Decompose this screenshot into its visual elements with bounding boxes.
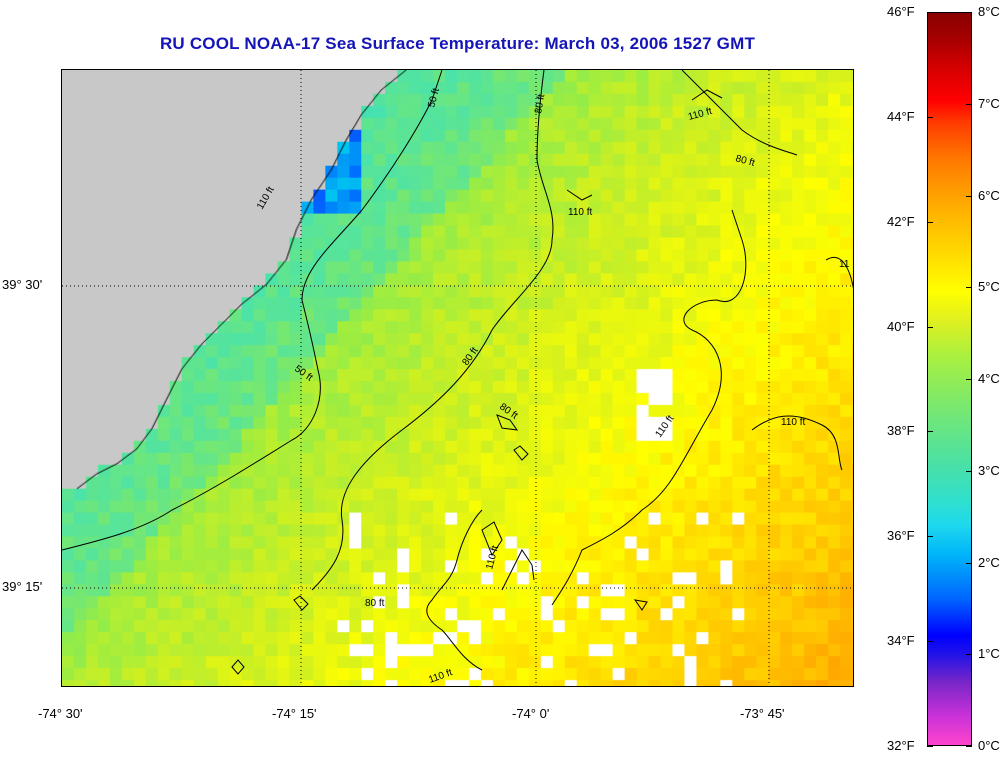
colorbar-label-celsius: 8°C xyxy=(978,4,1000,19)
colorbar-tick xyxy=(927,431,933,433)
colorbar-label-celsius: 4°C xyxy=(978,371,1000,386)
contour-label: 80 ft xyxy=(533,93,547,114)
contour-bump-1 xyxy=(566,189,593,201)
colorbar-tick xyxy=(966,12,972,13)
map-overlay: 50 ft 80 ft 110 ft 110 ft 80 ft 110 ft 1… xyxy=(62,70,853,686)
contour-label: 50 ft xyxy=(292,363,314,383)
contour-label: 110 ft xyxy=(653,413,676,439)
contour-label: 80 ft xyxy=(460,345,480,367)
colorbar-label-fahrenheit: 40°F xyxy=(887,318,915,334)
colorbar-tick xyxy=(966,654,972,656)
contour-label: 110 ft xyxy=(781,417,805,428)
contour-label: 110 ft xyxy=(255,185,277,212)
lat-label: 39° 15' xyxy=(2,579,43,594)
contour-110ft-b xyxy=(551,209,747,606)
colorbar-tick xyxy=(927,12,933,13)
colorbar-label-fahrenheit: 46°F xyxy=(887,4,915,19)
colorbar-label-fahrenheit: 42°F xyxy=(887,213,915,229)
contour-label: 50 ft xyxy=(426,87,442,109)
colorbar-tick xyxy=(927,116,933,118)
contour-80ft-f xyxy=(501,549,535,591)
contour-labels: 50 ft 80 ft 110 ft 110 ft 80 ft 110 ft 1… xyxy=(255,87,850,686)
lon-label: -74° 15' xyxy=(272,706,317,721)
contour-110ft-e xyxy=(825,257,853,290)
lon-label: -74° 0' xyxy=(512,706,550,721)
contour-bump-5 xyxy=(633,599,648,611)
bathymetry-contours xyxy=(62,70,853,675)
colorbar-tick xyxy=(966,562,972,564)
colorbar-tick xyxy=(966,287,972,289)
colorbar-label-fahrenheit: 44°F xyxy=(887,108,915,124)
contour-bump-2 xyxy=(691,89,723,101)
colorbar-label-fahrenheit: 34°F xyxy=(887,633,915,649)
colorbar-tick xyxy=(966,746,972,747)
contour-80ft-e xyxy=(496,414,519,431)
contour-label: 110 ft xyxy=(427,667,454,686)
lon-label: -74° 30' xyxy=(38,706,83,721)
map-title: RU COOL NOAA-17 Sea Surface Temperature:… xyxy=(159,34,756,53)
colorbar-label-fahrenheit: 38°F xyxy=(887,423,915,439)
colorbar-tick xyxy=(927,536,933,538)
contour-bump-6 xyxy=(513,445,529,461)
colorbar-label-celsius: 6°C xyxy=(978,187,1000,203)
colorbar-label-fahrenheit: 36°F xyxy=(887,528,915,544)
colorbar-label-celsius: 1°C xyxy=(978,646,1000,662)
lon-label: -73° 45' xyxy=(740,706,785,721)
sst-map: 50 ft 80 ft 110 ft 110 ft 80 ft 110 ft 1… xyxy=(61,69,854,687)
contour-110ft-c xyxy=(681,70,798,156)
contour-label: 80 ft xyxy=(365,598,385,609)
colorbar-tick xyxy=(927,221,933,223)
contour-80ft xyxy=(311,70,554,591)
colorbar-tick xyxy=(966,470,972,472)
colorbar-tick xyxy=(966,103,972,105)
colorbar-label-celsius: 2°C xyxy=(978,554,1000,570)
graticule xyxy=(62,70,853,686)
colorbar-label-fahrenheit: 32°F xyxy=(887,738,915,753)
contour-110ft-f xyxy=(481,521,503,557)
contour-label: 80 ft xyxy=(734,153,756,169)
contour-label: 110 ft xyxy=(687,106,714,123)
colorbar-tick xyxy=(927,326,933,328)
colorbar-tick xyxy=(966,379,972,380)
lat-label: 39° 30' xyxy=(2,277,43,292)
colorbar-tick xyxy=(966,195,972,197)
colorbar-label-celsius: 5°C xyxy=(978,279,1000,295)
contour-label: 80 ft xyxy=(497,401,519,421)
colorbar-label-celsius: 7°C xyxy=(978,95,1000,111)
colorbar-tick xyxy=(927,746,933,747)
contour-label: 110 ft xyxy=(568,207,592,218)
colorbar-label-celsius: 3°C xyxy=(978,462,1000,478)
contour-bump-3 xyxy=(231,659,245,675)
colorbar-label-celsius: 0°C xyxy=(978,738,1000,753)
contour-50ft xyxy=(62,70,443,551)
contour-110ft-a xyxy=(426,509,483,671)
contour-label: 11 xyxy=(839,259,850,270)
contour-110ft-d xyxy=(751,415,843,471)
contour-label: 110 ft xyxy=(484,544,501,571)
colorbar-tick xyxy=(927,641,933,643)
contour-bump-4 xyxy=(293,595,309,611)
